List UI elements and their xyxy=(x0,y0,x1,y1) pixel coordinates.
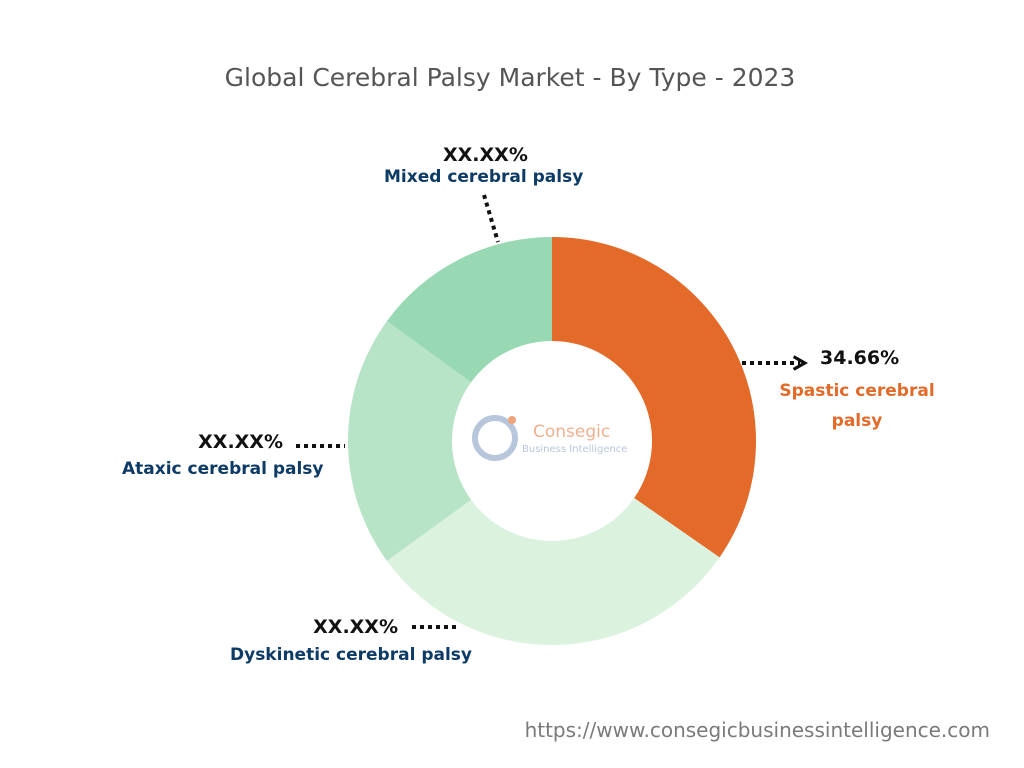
value-label: 34.66% xyxy=(820,347,900,369)
logo-title: Consegic xyxy=(533,422,610,442)
category-label: Dyskinetic cerebral palsy xyxy=(230,645,472,665)
donut-slice xyxy=(386,237,552,383)
category-label: Ataxic cerebral palsy xyxy=(122,459,324,479)
leader-line xyxy=(482,194,500,243)
chart-title: Global Cerebral Palsy Market - By Type -… xyxy=(225,63,796,92)
logo-subtitle: Business Intelligence xyxy=(522,444,627,455)
donut-slice xyxy=(348,321,472,561)
donut-slice xyxy=(386,498,720,646)
value-label: XX.XX% xyxy=(443,144,528,166)
category-label: Spastic cerebral palsy xyxy=(779,381,935,431)
source-url: https://www.consegicbusinessintelligence… xyxy=(525,718,990,742)
value-label: XX.XX% xyxy=(313,616,398,638)
category-label: Mixed cerebral palsy xyxy=(384,167,584,187)
donut-slice xyxy=(552,237,757,558)
value-label: XX.XX% xyxy=(198,431,283,453)
logo-dot xyxy=(508,416,516,424)
logo-ring xyxy=(472,415,518,461)
